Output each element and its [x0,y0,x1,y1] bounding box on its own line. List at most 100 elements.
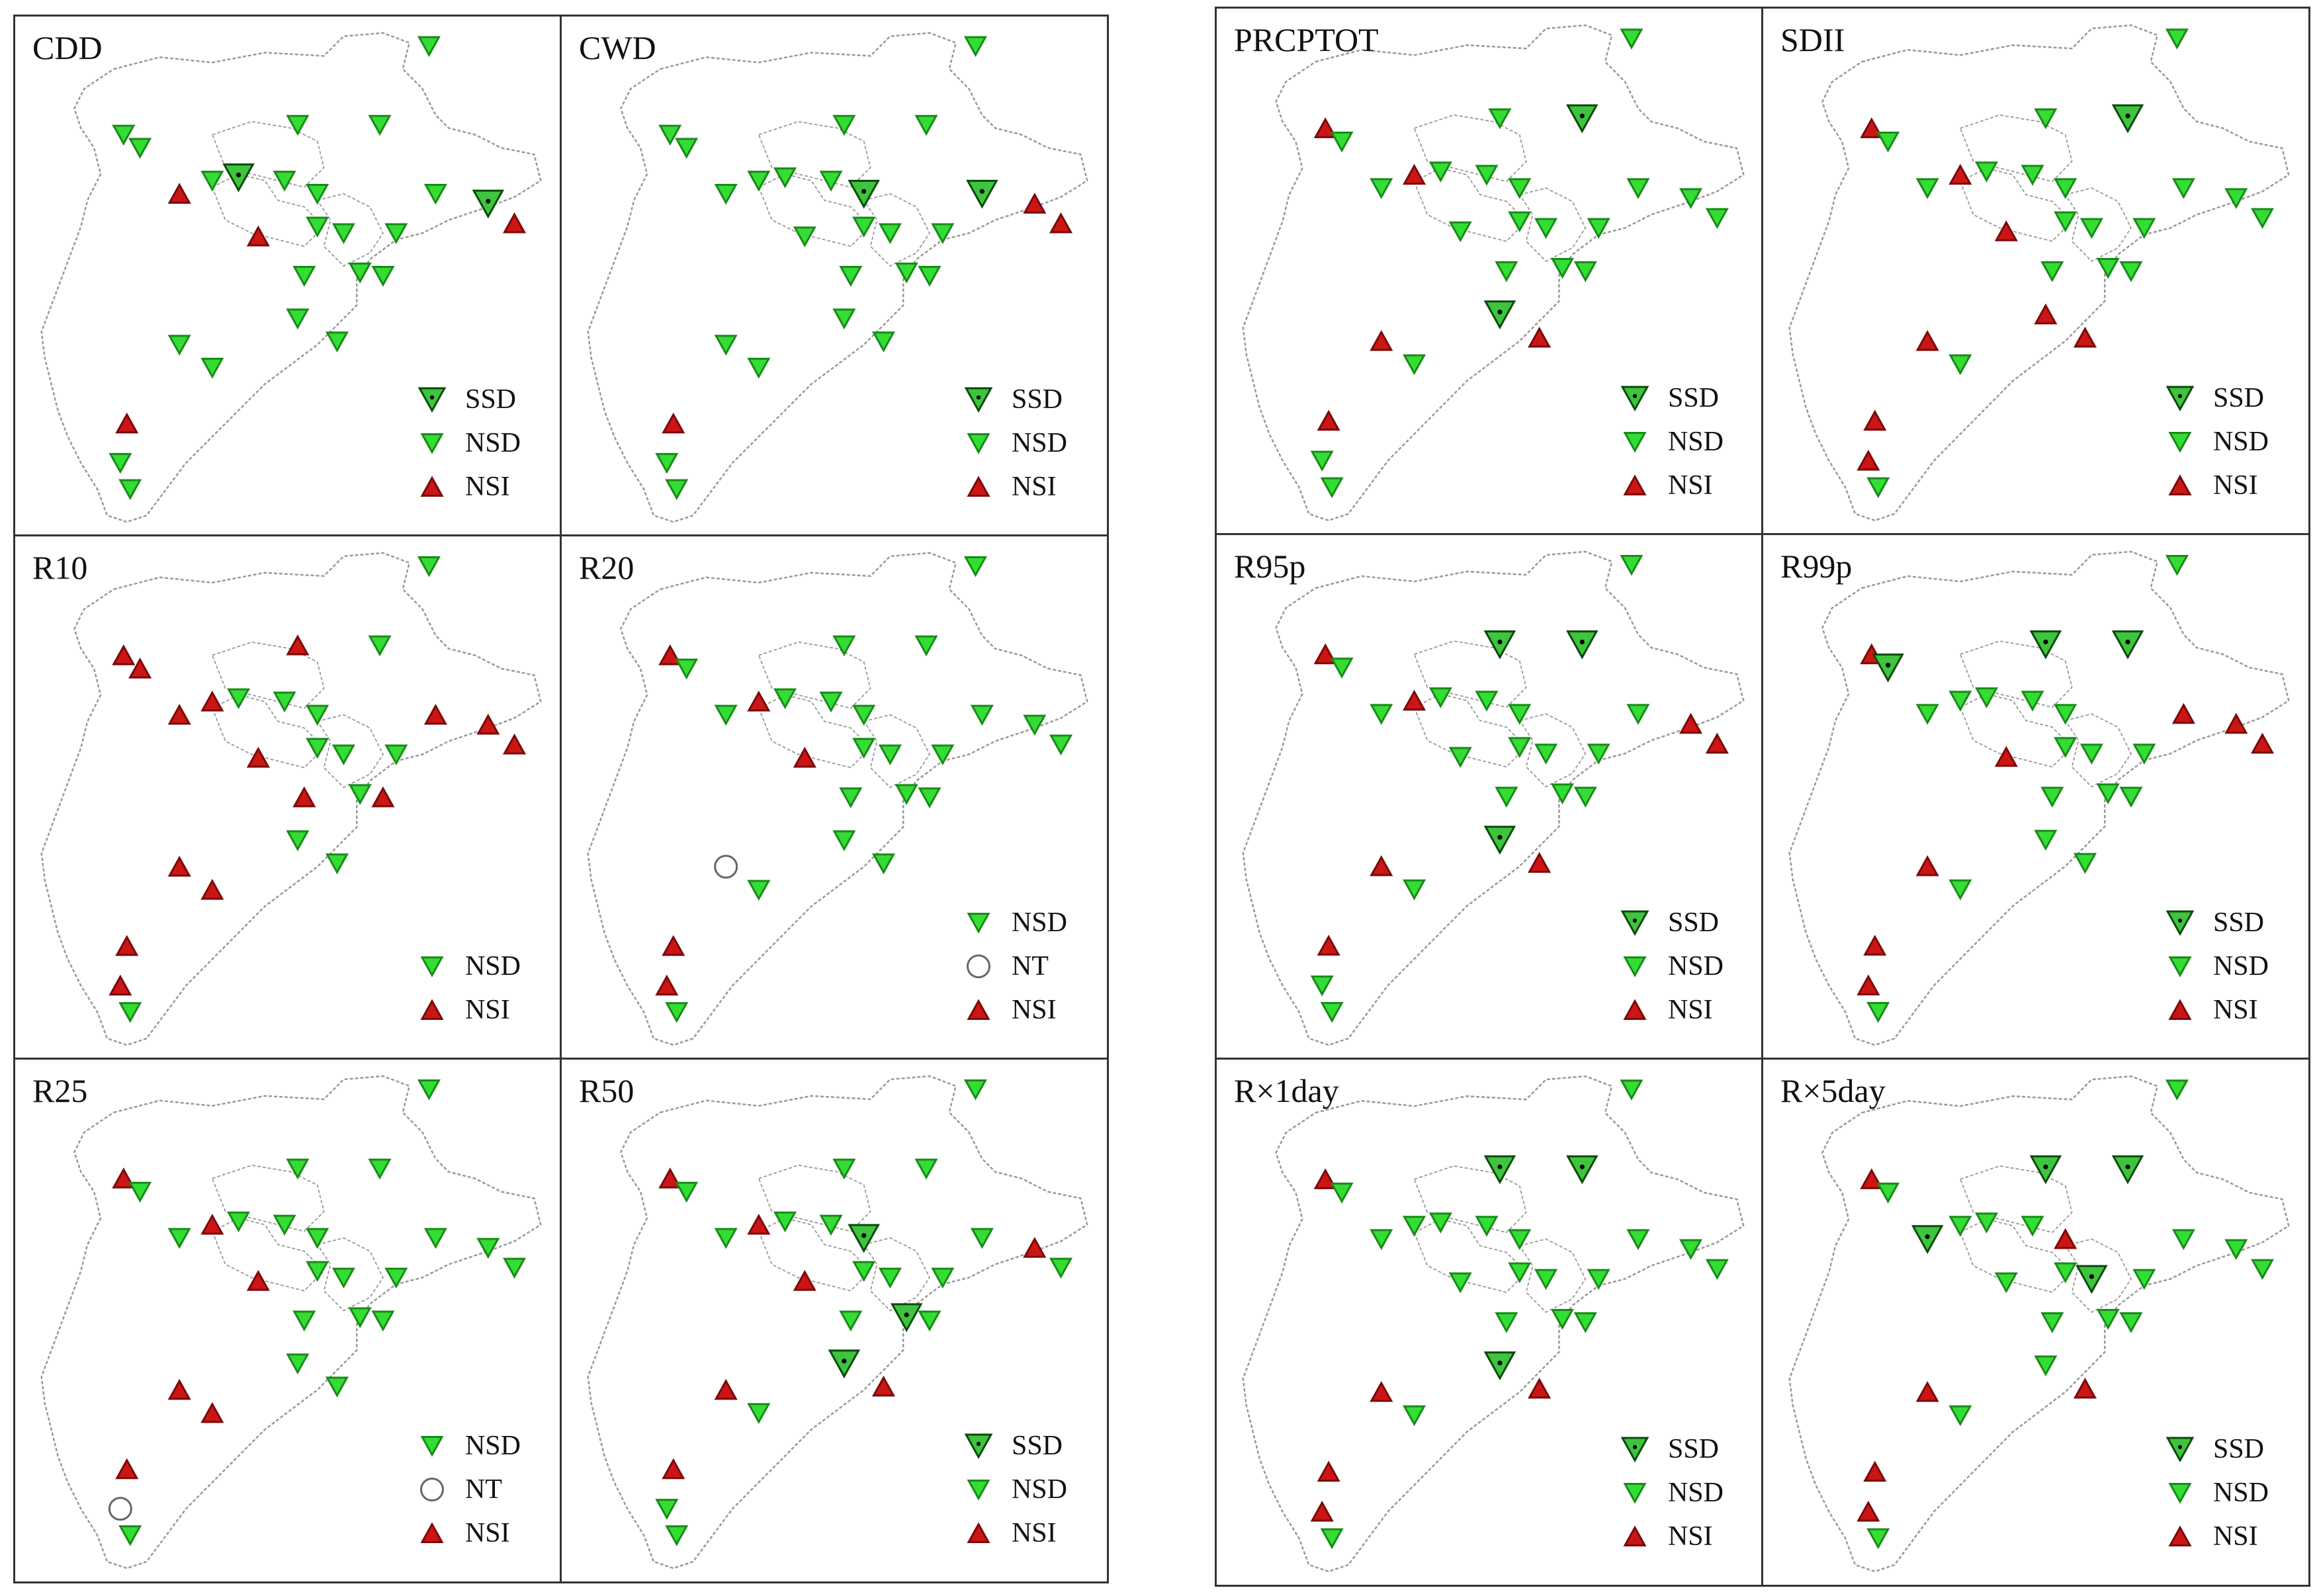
station-marker-nsd [1448,1272,1472,1294]
station-marker-nsd [2171,178,2195,199]
station-marker-nsd [871,331,896,353]
station-marker-nsd [384,223,408,245]
station-marker-ssd [1872,653,1904,683]
station-marker-nsd [2250,1259,2275,1281]
station-marker-nsd [839,266,863,287]
station-marker-nsd [384,1267,408,1289]
panel-title: R20 [579,549,634,586]
legend-label: SSD [2212,907,2265,938]
station-marker-nsd [1330,657,1354,679]
station-marker-nsd [368,114,392,136]
legend: SSD NSD NSI [416,378,521,509]
station-marker-nsd [1974,1212,1999,1234]
station-marker-nsd [1534,218,1558,239]
station-marker-ssd [1566,1155,1598,1185]
station-marker-nsd [970,1228,994,1249]
station-marker-nsd [306,1261,329,1282]
station-marker-ssd [472,189,505,219]
legend: SSD NSD NSI [1619,376,1724,507]
station-marker-nsd [348,784,372,806]
station-marker-nsd [286,1158,310,1180]
panel-title: CDD [32,29,103,66]
panel-title: R50 [579,1072,634,1109]
station-marker-nsd [1403,1405,1426,1427]
station-marker-nsd [371,1310,395,1332]
station-marker-nsd [2054,1262,2077,1284]
legend-item-ssd: SSD [1619,901,1724,945]
station-marker-nsi [167,855,191,877]
station-marker-nsd [2224,188,2248,210]
station-marker-nsi [658,1167,682,1189]
legend: SSD NSD NSI [963,1424,1067,1555]
station-marker-nsi [115,1458,139,1480]
station-marker-nsd [852,1261,876,1282]
legend-item-nt: NT [416,1468,521,1511]
station-marker-nsi [662,935,685,956]
station-marker-nsd [1330,132,1354,153]
legend-label: NSD [2212,951,2269,982]
district-boundary [1959,640,2073,708]
station-marker-nsd [1915,178,1939,199]
district-boundary [1413,693,1528,768]
legend-label: NSI [1011,995,1057,1025]
legend-symbol-nsi-icon [1623,474,1647,495]
station-marker-nsd [1866,477,1890,499]
station-marker-nsd [109,452,132,474]
station-marker-nsd [167,335,191,356]
district-boundary [863,714,930,788]
legend-symbol-nsi-icon [2168,474,2192,495]
station-marker-nsd [1534,743,1558,765]
station-marker-nsi [200,878,224,900]
region-boundary [1242,550,1745,1046]
district-boundary [316,1237,384,1312]
legend-label: NSD [1667,951,1724,982]
station-marker-nsi [476,714,500,735]
station-marker-nsd [1370,704,1393,725]
station-marker-ssd [890,1303,923,1333]
legend-symbol-nsd-icon [1623,432,1647,453]
station-marker-nsd [306,216,329,238]
district-boundary [211,694,325,769]
station-marker-nsd [348,263,372,284]
station-marker-ssd [1483,1351,1516,1380]
station-marker-nsd [895,263,918,284]
district-boundary [2064,1238,2132,1314]
station-marker-nsd [1534,1269,1558,1290]
station-marker-nsd [2040,786,2064,808]
station-marker-nsd [417,36,441,58]
legend-label: SSD [464,384,517,415]
legend-item-nsi: NSI [2164,1515,2269,1558]
station-marker-nsd [2096,1308,2120,1330]
legend-label: SSD [1011,384,1063,415]
station-marker-nsi [714,1378,738,1400]
station-marker-nsi [1023,1237,1047,1258]
station-marker-nsi [246,1269,270,1291]
station-marker-nsd [675,138,699,159]
station-marker-nsd [1495,786,1518,808]
station-marker-nsd [423,1228,447,1249]
station-marker-nsd [2034,108,2058,130]
station-marker-nsd [2171,1229,2195,1250]
station-marker-ssd [966,179,998,209]
legend-label: NSD [464,1431,521,1461]
station-marker-nsd [2021,1216,2044,1237]
legend-item-ssd: SSD [2164,376,2269,420]
station-marker-nsd [747,880,771,901]
station-marker-nsd [128,138,152,159]
panel-title: R×1day [1234,1072,1339,1109]
panel-r99p: R99p SSD NSD NSI [1761,533,2310,1060]
station-marker-nsd [895,784,918,806]
legend-label: NSD [464,428,521,458]
district-boundary [1959,693,2073,768]
station-marker-nsd [1320,1528,1344,1550]
district-boundary [2064,713,2132,788]
legend-label: SSD [1667,1434,1720,1464]
station-marker-nsd [773,167,797,189]
panel-cwd: CWD SSD NSD NSI [560,15,1109,537]
district-boundary [2064,187,2132,263]
station-marker-nsd [931,744,955,766]
station-marker-nsd [819,171,843,192]
legend-item-nsi: NSI [1619,1515,1724,1558]
station-marker-nsi [2171,702,2195,724]
station-marker-nsd [1495,261,1518,282]
